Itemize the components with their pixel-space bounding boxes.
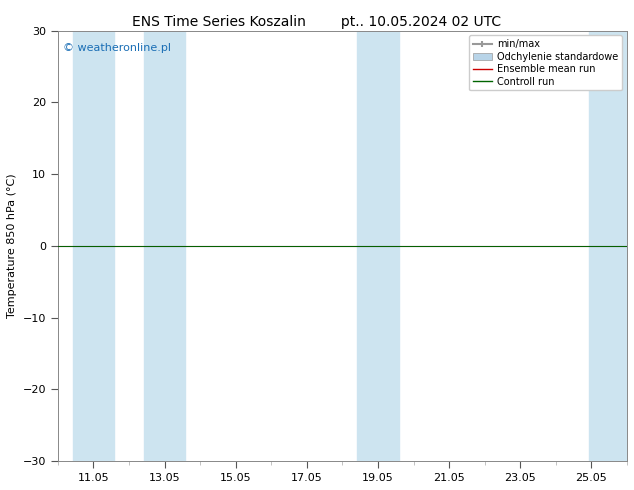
Text: © weatheronline.pl: © weatheronline.pl [63,44,172,53]
Y-axis label: Temperature 850 hPa (°C): Temperature 850 hPa (°C) [7,173,17,318]
Legend: min/max, Odchylenie standardowe, Ensemble mean run, Controll run: min/max, Odchylenie standardowe, Ensembl… [469,35,622,91]
Bar [73,30,114,461]
Bar [358,30,399,461]
Bar [144,30,185,461]
Text: ENS Time Series Koszalin        pt.. 10.05.2024 02 UTC: ENS Time Series Koszalin pt.. 10.05.2024… [133,15,501,29]
Bar [588,30,627,461]
